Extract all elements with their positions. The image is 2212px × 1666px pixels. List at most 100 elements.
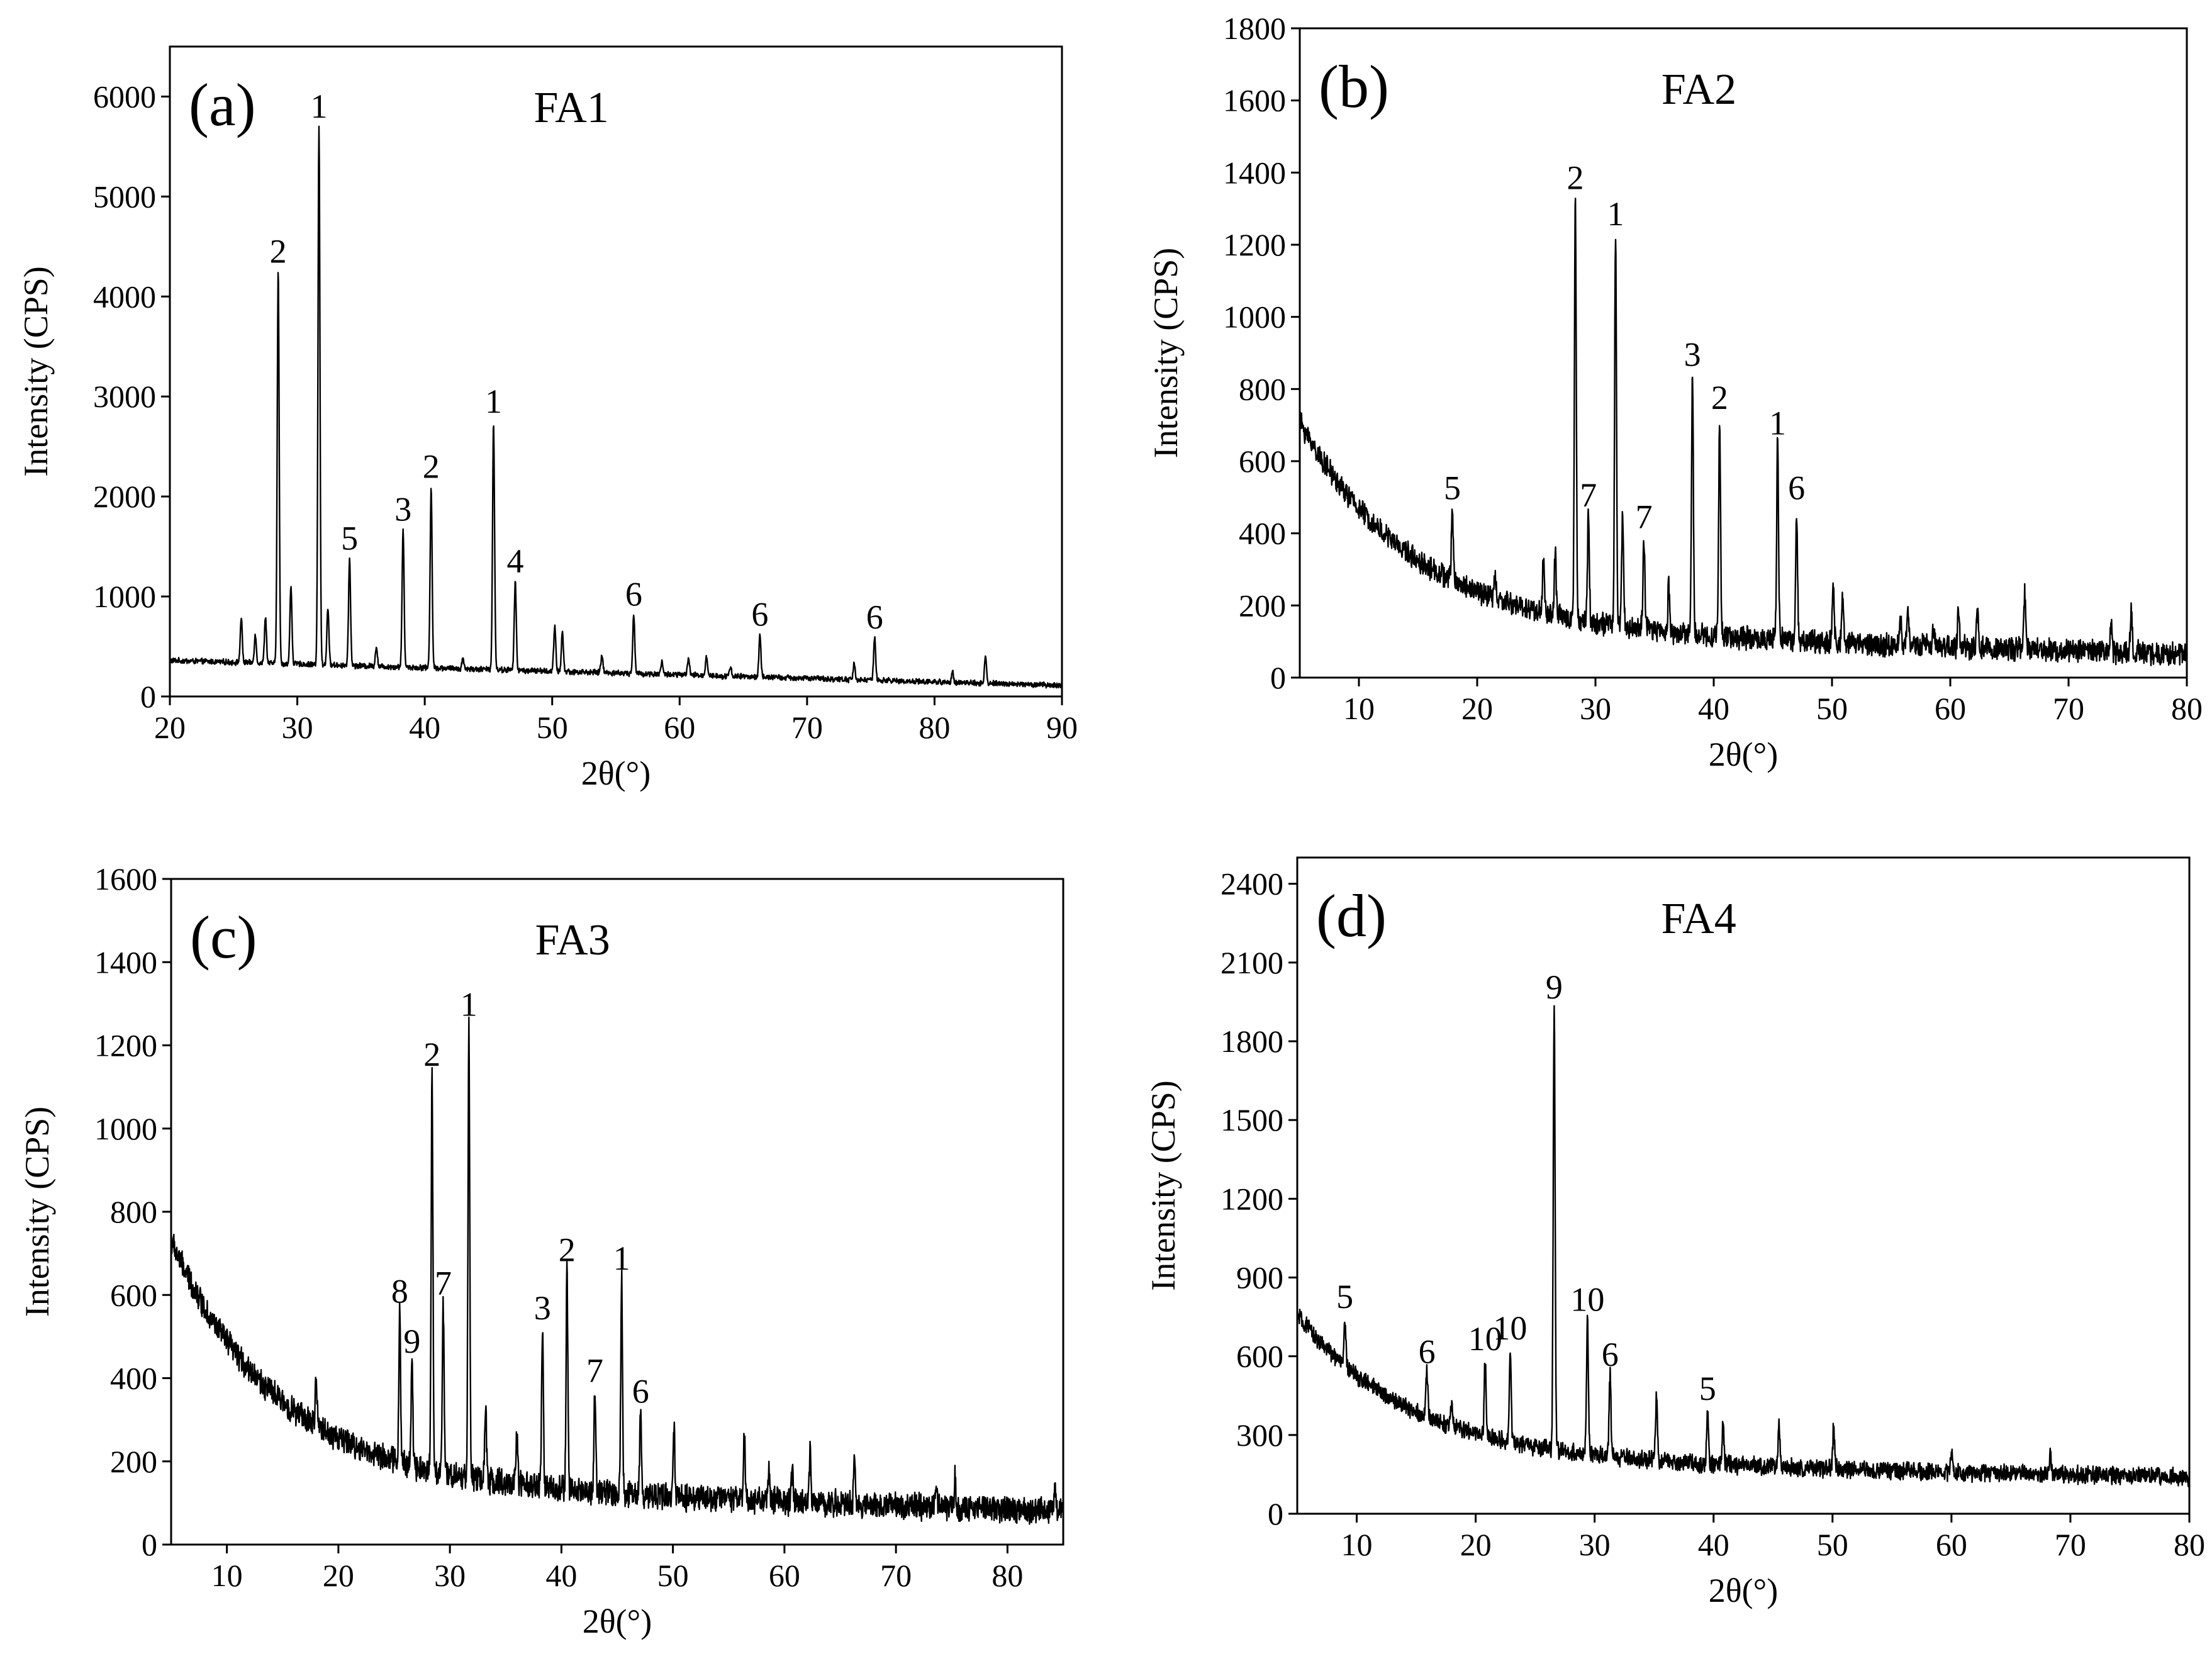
y-tick-label: 2400	[1221, 866, 1283, 902]
y-axis-title: Intensity (CPS)	[1147, 248, 1185, 459]
y-tick-label: 300	[1236, 1417, 1283, 1453]
peak-label: 7	[1636, 498, 1653, 535]
y-tick-label: 1500	[1221, 1102, 1283, 1138]
y-tick-label: 3000	[93, 379, 156, 414]
peak-label: 7	[586, 1351, 603, 1389]
x-tick-label: 70	[2053, 691, 2084, 726]
peak-label: 7	[435, 1264, 452, 1302]
peak-label: 10	[1493, 1309, 1527, 1347]
y-tick-label: 4000	[93, 279, 156, 314]
sample-title: FA1	[533, 84, 608, 132]
peak-label: 3	[1684, 335, 1701, 373]
y-tick-label: 1800	[1223, 11, 1286, 46]
y-tick-label: 5000	[93, 179, 156, 214]
peak-label: 6	[632, 1372, 649, 1410]
y-tick-label: 900	[1236, 1260, 1283, 1295]
peak-label: 9	[1546, 968, 1563, 1006]
x-tick-label: 60	[1935, 691, 1966, 726]
x-tick-label: 40	[1698, 691, 1729, 726]
peak-label: 1	[1607, 195, 1624, 233]
x-axis-title: 2θ(°)	[1709, 1572, 1778, 1609]
y-tick-label: 1000	[94, 1111, 157, 1146]
plot-frame	[1296, 856, 2191, 1515]
peak-label: 10	[1570, 1280, 1604, 1318]
y-tick-label: 1200	[94, 1028, 157, 1063]
y-tick-label: 400	[110, 1361, 157, 1396]
y-tick-label: 1000	[1223, 299, 1286, 335]
peak-label: 6	[866, 598, 883, 636]
x-axis-title: 2θ(°)	[581, 754, 651, 792]
panel-letter: (a)	[189, 71, 256, 138]
y-tick-label: 0	[142, 1527, 157, 1562]
x-tick-label: 30	[434, 1558, 466, 1593]
x-tick-label: 20	[154, 710, 186, 745]
y-tick-label: 0	[140, 679, 156, 714]
peak-label: 7	[1580, 476, 1597, 514]
peak-label: 5	[1699, 1370, 1716, 1407]
y-tick-label: 600	[110, 1277, 157, 1312]
x-tick-label: 90	[1046, 710, 1078, 745]
peak-label: 1	[1769, 404, 1786, 442]
peak-label: 5	[1336, 1278, 1353, 1316]
y-tick-label: 400	[1239, 516, 1286, 551]
peak-label: 1	[311, 87, 328, 125]
y-tick-label: 1200	[1221, 1181, 1283, 1216]
x-tick-label: 40	[409, 710, 440, 745]
xrd-series-fa1	[169, 125, 1063, 689]
x-tick-label: 30	[1580, 691, 1611, 726]
peak-label: 4	[506, 542, 523, 580]
peak-label: 6	[751, 595, 768, 633]
y-tick-label: 2000	[93, 479, 156, 514]
y-axis-title: Intensity (CPS)	[1144, 1080, 1182, 1291]
x-tick-label: 20	[1460, 1527, 1492, 1562]
sample-title: FA2	[1662, 65, 1736, 114]
y-tick-label: 1000	[93, 579, 156, 614]
plot-frame	[1299, 27, 2188, 679]
x-tick-label: 60	[664, 710, 695, 745]
x-tick-label: 80	[991, 1558, 1023, 1593]
sample-title: FA4	[1661, 895, 1736, 943]
x-tick-label: 60	[769, 1558, 800, 1593]
peak-label: 2	[423, 447, 440, 485]
x-axis-title: 2θ(°)	[1709, 735, 1778, 773]
y-tick-label: 1400	[1223, 155, 1286, 190]
x-tick-label: 50	[537, 710, 568, 745]
peak-label: 1	[485, 383, 502, 420]
y-tick-label: 600	[1239, 444, 1286, 479]
y-tick-label: 1600	[94, 861, 157, 897]
panel-letter: (c)	[190, 903, 257, 971]
xrd-series-fa3	[170, 1016, 1064, 1525]
y-tick-label: 200	[1239, 588, 1286, 623]
peak-label: 6	[1419, 1333, 1436, 1371]
x-tick-label: 10	[211, 1558, 243, 1593]
peak-label: 6	[1602, 1336, 1619, 1373]
y-tick-label: 600	[1236, 1339, 1283, 1374]
peak-label: 1	[613, 1239, 630, 1277]
y-axis-title: Intensity (CPS)	[18, 1107, 56, 1317]
peak-label: 1	[461, 985, 478, 1023]
x-axis-title: 2θ(°)	[583, 1602, 652, 1640]
plot-frame	[170, 878, 1064, 1546]
panel-letter: (b)	[1319, 53, 1389, 120]
y-tick-label: 1400	[94, 944, 157, 980]
peak-label: 2	[270, 233, 287, 271]
y-tick-label: 0	[1268, 1496, 1283, 1531]
peak-label: 2	[423, 1036, 440, 1073]
y-tick-label: 200	[110, 1444, 157, 1479]
y-tick-label: 0	[1270, 660, 1286, 695]
peak-label: 2	[559, 1231, 576, 1269]
panel-fa1: 20 30 40 50 60 70 80 90 0 1000 2000 3000 4000 5000 600…	[17, 45, 1078, 792]
panel-fa3: 10 20 30 40 50 60 70 80020040060080010001200140…	[18, 861, 1064, 1640]
peak-label: 2	[1711, 379, 1728, 416]
peak-label: 5	[341, 520, 358, 557]
x-tick-label: 70	[791, 710, 823, 745]
peak-label: 6	[625, 576, 642, 613]
x-tick-label: 40	[1698, 1527, 1729, 1562]
panel-letter: (d)	[1316, 882, 1387, 949]
x-tick-label: 70	[880, 1558, 912, 1593]
peak-label: 2	[1567, 159, 1584, 196]
x-tick-label: 20	[323, 1558, 354, 1593]
x-tick-label: 10	[1343, 691, 1375, 726]
peak-label: 3	[394, 491, 411, 528]
